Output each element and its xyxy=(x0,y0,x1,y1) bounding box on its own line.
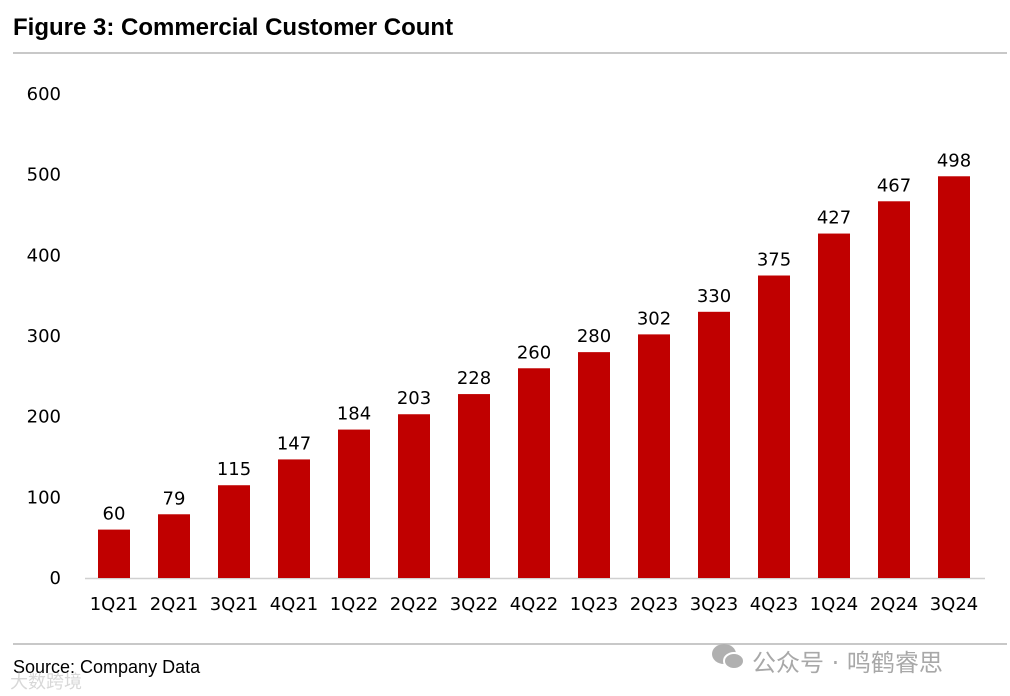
x-tick-label: 1Q23 xyxy=(570,594,619,615)
x-tick-label: 3Q22 xyxy=(450,594,499,615)
bar-chart: 0 100 200 300 400 500 600 60 1Q21 79 2Q21 115 3Q21 14… xyxy=(27,84,985,615)
x-tick-label: 3Q24 xyxy=(930,594,979,615)
x-tick-label: 4Q22 xyxy=(510,594,559,615)
data-label: 280 xyxy=(577,326,611,347)
bar xyxy=(698,311,730,578)
bar xyxy=(578,352,610,578)
data-label: 467 xyxy=(877,175,911,196)
source-note: Source: Company Data xyxy=(13,657,201,677)
x-tick-label: 4Q21 xyxy=(270,594,319,615)
data-label: 203 xyxy=(397,388,431,409)
top-divider xyxy=(13,52,1007,54)
bar xyxy=(758,275,790,578)
bar xyxy=(938,176,970,578)
y-tick-label: 0 xyxy=(50,568,61,589)
x-tick-label: 3Q21 xyxy=(210,594,259,615)
bar xyxy=(338,429,370,578)
x-tick-label: 1Q21 xyxy=(90,594,139,615)
data-label: 184 xyxy=(337,404,371,425)
y-tick-label: 600 xyxy=(27,84,61,105)
watermark-text: 公众号 · 鸣鹤睿思 xyxy=(752,648,943,677)
watermark-secondary: 大数跨境 xyxy=(10,672,82,693)
y-tick-label: 300 xyxy=(27,326,61,347)
x-tick-label: 4Q23 xyxy=(750,594,799,615)
bottom-divider xyxy=(13,643,1007,645)
x-tick-label: 2Q23 xyxy=(630,594,679,615)
y-tick-label: 200 xyxy=(27,407,61,428)
data-label: 302 xyxy=(637,308,671,329)
data-label: 330 xyxy=(697,286,731,307)
x-tick-label: 3Q23 xyxy=(690,594,739,615)
data-label: 498 xyxy=(937,150,971,171)
bar xyxy=(158,514,190,578)
bar xyxy=(878,201,910,578)
bar xyxy=(458,394,490,578)
x-tick-label: 2Q24 xyxy=(870,594,919,615)
x-tick-label: 2Q21 xyxy=(150,594,199,615)
y-tick-label: 100 xyxy=(27,487,61,508)
data-label: 260 xyxy=(517,342,551,363)
bar xyxy=(818,233,850,578)
data-label: 60 xyxy=(103,504,126,525)
data-label: 427 xyxy=(817,208,851,229)
data-label: 375 xyxy=(757,250,791,271)
bar xyxy=(98,529,130,578)
y-tick-label: 500 xyxy=(27,165,61,186)
bar xyxy=(638,334,670,578)
bar xyxy=(218,485,250,578)
watermark: 公众号 · 鸣鹤睿思 xyxy=(710,642,943,678)
wechat-icon xyxy=(710,642,746,678)
data-label: 115 xyxy=(217,459,251,480)
data-label: 147 xyxy=(277,433,311,454)
y-tick-label: 400 xyxy=(27,245,61,266)
data-label: 228 xyxy=(457,368,491,389)
bar xyxy=(518,368,550,578)
bar xyxy=(278,459,310,578)
data-label: 79 xyxy=(163,488,186,509)
x-tick-label: 1Q22 xyxy=(330,594,379,615)
x-tick-label: 2Q22 xyxy=(390,594,439,615)
x-tick-label: 1Q24 xyxy=(810,594,859,615)
chart-title: Figure 3: Commercial Customer Count xyxy=(13,14,454,41)
bar xyxy=(398,414,430,578)
